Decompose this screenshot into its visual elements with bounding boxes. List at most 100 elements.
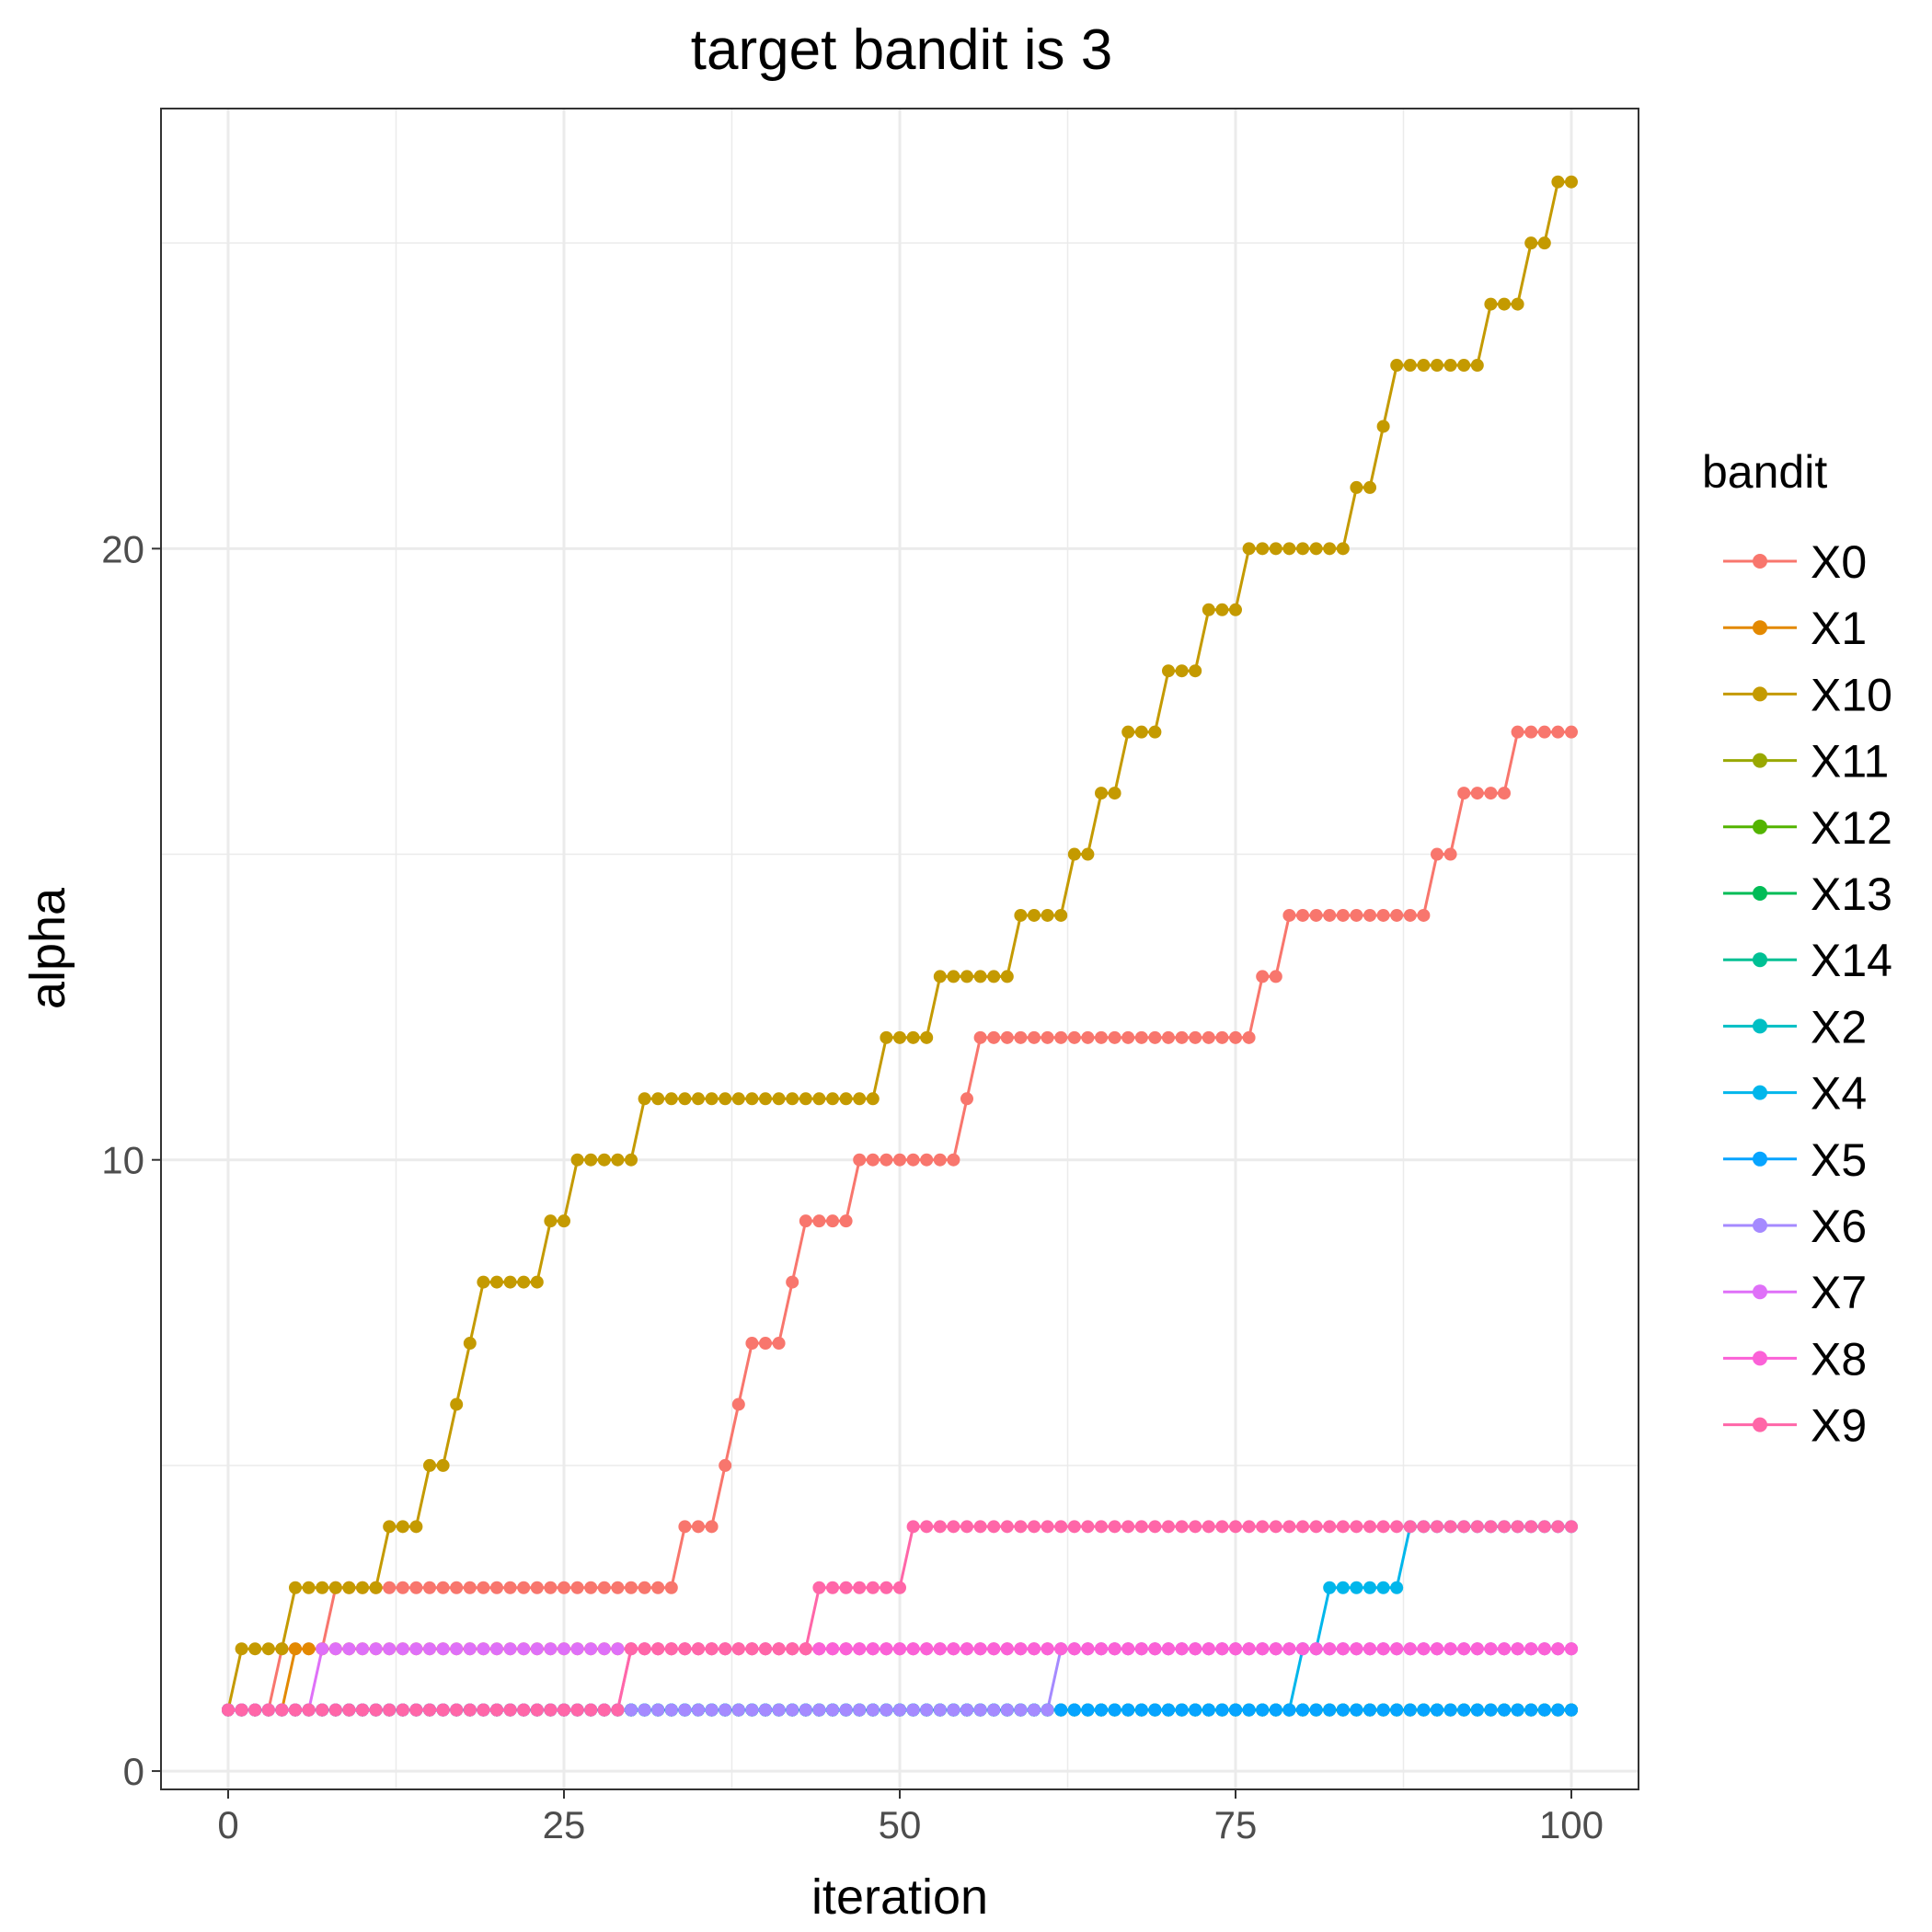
data-point-X5 xyxy=(1363,1703,1376,1717)
data-point-X10 xyxy=(933,970,947,983)
data-point-X9 xyxy=(1350,1520,1363,1534)
data-point-X9 xyxy=(463,1703,477,1717)
legend-label: X12 xyxy=(1811,802,1892,854)
data-point-X9 xyxy=(1000,1520,1014,1534)
data-point-X10 xyxy=(1296,542,1309,556)
data-point-X9 xyxy=(1309,1520,1323,1534)
data-point-X0 xyxy=(1417,908,1431,922)
data-point-X6 xyxy=(1041,1703,1054,1717)
data-point-X10 xyxy=(248,1642,262,1656)
data-point-X5 xyxy=(1215,1703,1229,1717)
data-point-X6 xyxy=(1014,1703,1028,1717)
data-point-X9 xyxy=(261,1703,275,1717)
data-point-X10 xyxy=(1498,297,1511,311)
data-point-X0 xyxy=(477,1581,490,1594)
data-point-X0 xyxy=(1363,908,1376,922)
legend-key-point xyxy=(1753,620,1767,636)
data-point-X10 xyxy=(1350,480,1363,494)
data-point-X8 xyxy=(960,1642,973,1656)
data-point-X10 xyxy=(1229,603,1242,616)
data-point-X0 xyxy=(1014,1030,1028,1044)
legend-item-X11: X11 xyxy=(1723,736,1889,788)
data-point-X10 xyxy=(1363,480,1376,494)
data-point-X9 xyxy=(1417,1520,1431,1534)
data-point-X8 xyxy=(1028,1642,1041,1656)
chart-title: target bandit is 3 xyxy=(691,18,1112,82)
data-point-X0 xyxy=(1269,970,1282,983)
legend-label: X2 xyxy=(1811,1001,1867,1052)
legend-item-X1: X1 xyxy=(1723,603,1867,654)
data-point-X10 xyxy=(1565,175,1578,189)
data-point-X10 xyxy=(1537,236,1551,250)
data-point-X9 xyxy=(436,1703,450,1717)
data-point-X6 xyxy=(960,1703,973,1717)
data-point-X0 xyxy=(705,1520,719,1534)
data-point-X8 xyxy=(853,1642,867,1656)
data-point-X5 xyxy=(1054,1703,1068,1717)
data-point-X0 xyxy=(1095,1030,1108,1044)
data-point-X9 xyxy=(302,1703,316,1717)
x-tick-label: 75 xyxy=(1214,1803,1258,1846)
data-point-X7 xyxy=(383,1642,397,1656)
data-point-X7 xyxy=(584,1642,598,1656)
data-point-X0 xyxy=(692,1520,705,1534)
data-point-X5 xyxy=(1484,1703,1498,1717)
data-point-X9 xyxy=(692,1642,705,1656)
y-tick-label: 10 xyxy=(101,1139,144,1182)
data-point-X0 xyxy=(558,1581,570,1594)
data-point-X7 xyxy=(342,1642,356,1656)
data-point-X9 xyxy=(1148,1520,1162,1534)
data-point-X10 xyxy=(1028,908,1041,922)
data-point-X8 xyxy=(1014,1642,1028,1656)
data-point-X0 xyxy=(1537,725,1551,739)
legend-item-X4: X4 xyxy=(1723,1068,1867,1120)
data-point-X5 xyxy=(1565,1703,1578,1717)
data-point-X10 xyxy=(799,1092,812,1106)
data-point-X10 xyxy=(356,1581,369,1594)
data-point-X0 xyxy=(664,1581,678,1594)
data-point-X0 xyxy=(1498,787,1511,800)
data-point-X5 xyxy=(1498,1703,1511,1717)
data-point-X0 xyxy=(1431,847,1443,861)
data-point-X9 xyxy=(1565,1520,1578,1534)
data-point-X10 xyxy=(328,1581,342,1594)
data-point-X5 xyxy=(1470,1703,1484,1717)
data-point-X5 xyxy=(1081,1703,1095,1717)
data-point-X9 xyxy=(222,1703,235,1717)
data-point-X8 xyxy=(1363,1642,1376,1656)
data-point-X0 xyxy=(786,1275,799,1289)
data-point-X0 xyxy=(1470,787,1484,800)
data-point-X5 xyxy=(1067,1703,1081,1717)
data-point-X9 xyxy=(1108,1520,1121,1534)
legend-key-point xyxy=(1753,554,1767,569)
data-point-X4 xyxy=(1323,1581,1337,1594)
data-point-X9 xyxy=(866,1581,880,1594)
data-point-X0 xyxy=(1323,908,1337,922)
data-point-X10 xyxy=(544,1214,558,1228)
data-point-X8 xyxy=(826,1642,839,1656)
data-point-X9 xyxy=(383,1703,397,1717)
data-point-X5 xyxy=(1148,1703,1162,1717)
x-axis-title: iteration xyxy=(811,1869,988,1925)
data-point-X8 xyxy=(1000,1642,1014,1656)
data-point-X9 xyxy=(880,1581,893,1594)
data-point-X0 xyxy=(409,1581,423,1594)
data-point-X8 xyxy=(1443,1642,1457,1656)
data-point-X10 xyxy=(1431,359,1443,373)
data-point-X9 xyxy=(1067,1520,1081,1534)
data-point-X9 xyxy=(1551,1520,1565,1534)
data-point-X0 xyxy=(759,1337,772,1351)
data-point-X10 xyxy=(450,1397,464,1411)
data-point-X5 xyxy=(1269,1703,1282,1717)
data-point-X0 xyxy=(597,1581,611,1594)
data-point-X0 xyxy=(544,1581,558,1594)
data-point-X0 xyxy=(947,1153,960,1167)
data-point-X9 xyxy=(772,1642,786,1656)
data-point-X7 xyxy=(316,1642,329,1656)
data-point-X6 xyxy=(987,1703,1001,1717)
legend-item-X7: X7 xyxy=(1723,1267,1867,1318)
data-point-X10 xyxy=(853,1092,867,1106)
data-point-X0 xyxy=(973,1030,987,1044)
legend-key-point xyxy=(1753,952,1767,968)
data-point-X0 xyxy=(503,1581,517,1594)
